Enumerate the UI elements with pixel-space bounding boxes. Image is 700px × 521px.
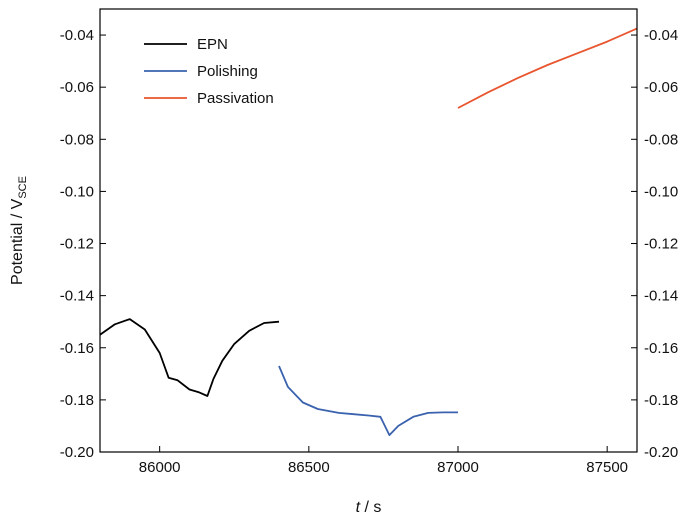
y-tick-label-right: -0.08 <box>644 131 678 148</box>
y-tick-label-left: -0.14 <box>60 288 94 305</box>
y-tick-label-left: -0.06 <box>60 79 94 96</box>
series-line-1 <box>99 318 280 397</box>
series-layer <box>99 27 638 436</box>
y-axis-title-subscript: SCE <box>17 176 29 199</box>
series-line-3 <box>457 27 638 109</box>
y-tick-label-left: -0.12 <box>60 236 94 253</box>
y-tick-label-left: -0.04 <box>60 27 94 44</box>
y-tick-label-left: -0.10 <box>60 183 94 200</box>
y-tick-label-left: -0.18 <box>60 392 94 409</box>
x-axis-title-unit: / s <box>360 499 381 516</box>
legend: EPN Polishing Passivation <box>144 36 274 107</box>
y-tick-label-left: -0.08 <box>60 131 94 148</box>
ticks-layer: 86000 86500 87000 87500 -0.04 -0.04 -0.06 -0.06… <box>60 27 678 476</box>
x-tick-label: 87500 <box>586 459 628 476</box>
legend-label-3: Passivation <box>197 90 274 107</box>
x-tick-label: 86000 <box>139 459 181 476</box>
legend-label-2: Polishing <box>197 63 258 80</box>
x-tick-label: 86500 <box>288 459 330 476</box>
legend-label-1: EPN <box>197 36 228 53</box>
y-tick-label-left: -0.16 <box>60 340 94 357</box>
y-axis-title-main: Potential / V <box>9 198 26 285</box>
y-tick-label-right: -0.16 <box>644 340 678 357</box>
y-tick-label-right: -0.20 <box>644 444 678 461</box>
y-tick-label-right: -0.06 <box>644 79 678 96</box>
plot-frame <box>99 8 638 453</box>
series-line-2 <box>278 365 458 436</box>
y-tick-label-right: -0.04 <box>644 27 678 44</box>
y-tick-label-right: -0.14 <box>644 288 678 305</box>
y-axis-title: Potential / VSCE <box>9 176 29 285</box>
y-tick-label-right: -0.10 <box>644 183 678 200</box>
y-tick-label-left: -0.20 <box>60 444 94 461</box>
x-axis-title: t / s <box>356 499 382 516</box>
y-tick-label-right: -0.18 <box>644 392 678 409</box>
x-tick-label: 87000 <box>437 459 479 476</box>
x-axis-title-symbol: t <box>356 499 361 516</box>
y-tick-label-right: -0.12 <box>644 236 678 253</box>
